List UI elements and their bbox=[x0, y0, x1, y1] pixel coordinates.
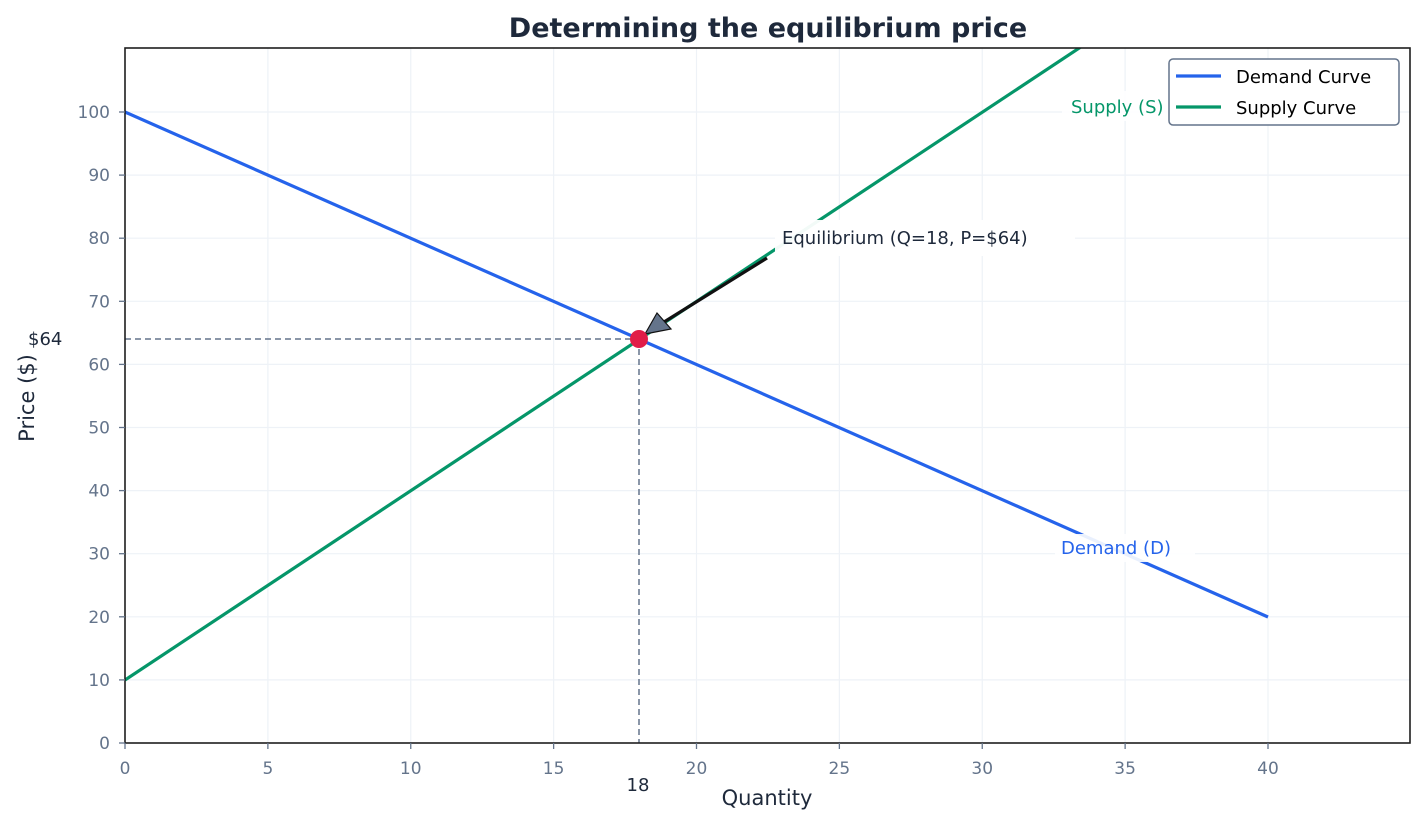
grid-lines bbox=[125, 48, 1410, 743]
y-tick-label: 60 bbox=[88, 355, 110, 375]
y-tick-label: 20 bbox=[88, 608, 110, 628]
plot-frame bbox=[124, 47, 1411, 744]
x-tick-label: 25 bbox=[829, 759, 851, 779]
y-tick-label: 100 bbox=[78, 103, 110, 123]
x-tick-label: 0 bbox=[120, 759, 131, 779]
equilibrium-annotation: Equilibrium (Q=18, P=$64) bbox=[782, 228, 1028, 249]
legend-supply-label: Supply Curve bbox=[1236, 98, 1356, 119]
chart-title: Determining the equilibrium price bbox=[509, 13, 1027, 44]
y-axis-label: Price ($) bbox=[15, 354, 39, 442]
x-tick-label: 20 bbox=[686, 759, 708, 779]
x-tick-label: 5 bbox=[262, 759, 273, 779]
y-tick-label: 90 bbox=[88, 166, 110, 186]
x-axis-ticks: 0 5 10 15 20 25 30 35 40 bbox=[120, 743, 1279, 779]
y-tick-label: 40 bbox=[88, 482, 110, 502]
x-tick-label: 30 bbox=[971, 759, 993, 779]
x-tick-label: 40 bbox=[1257, 759, 1279, 779]
y-tick-label: 70 bbox=[88, 292, 110, 312]
legend: Demand Curve Supply Curve bbox=[1168, 58, 1400, 126]
demand-label-bg bbox=[1055, 534, 1195, 562]
y-tick-label: 80 bbox=[88, 229, 110, 249]
equilibrium-point bbox=[630, 330, 648, 348]
x-tick-label: 35 bbox=[1114, 759, 1136, 779]
y-tick-label: 30 bbox=[88, 545, 110, 565]
equilibrium-arrow bbox=[643, 256, 768, 335]
y-tick-label: 0 bbox=[99, 734, 110, 754]
equilibrium-annotation-bg bbox=[775, 220, 1075, 256]
supply-label-bg bbox=[1062, 91, 1174, 121]
legend-demand-label: Demand Curve bbox=[1236, 67, 1371, 88]
x-tick-label: 10 bbox=[400, 759, 422, 779]
x-tick-label: 15 bbox=[543, 759, 565, 779]
y-tick-label: 50 bbox=[88, 419, 110, 439]
equilibrium-qty-label: 18 bbox=[627, 775, 650, 796]
demand-label: Demand (D) bbox=[1061, 538, 1171, 559]
y-tick-label: 10 bbox=[88, 671, 110, 691]
x-axis-label: Quantity bbox=[722, 786, 813, 810]
equilibrium-price-label: $64 bbox=[28, 329, 62, 350]
supply-label: Supply (S) bbox=[1071, 97, 1164, 118]
demand-curve bbox=[125, 110, 1269, 619]
y-axis-ticks: 0 10 20 30 40 50 60 70 80 90 100 bbox=[78, 103, 125, 754]
